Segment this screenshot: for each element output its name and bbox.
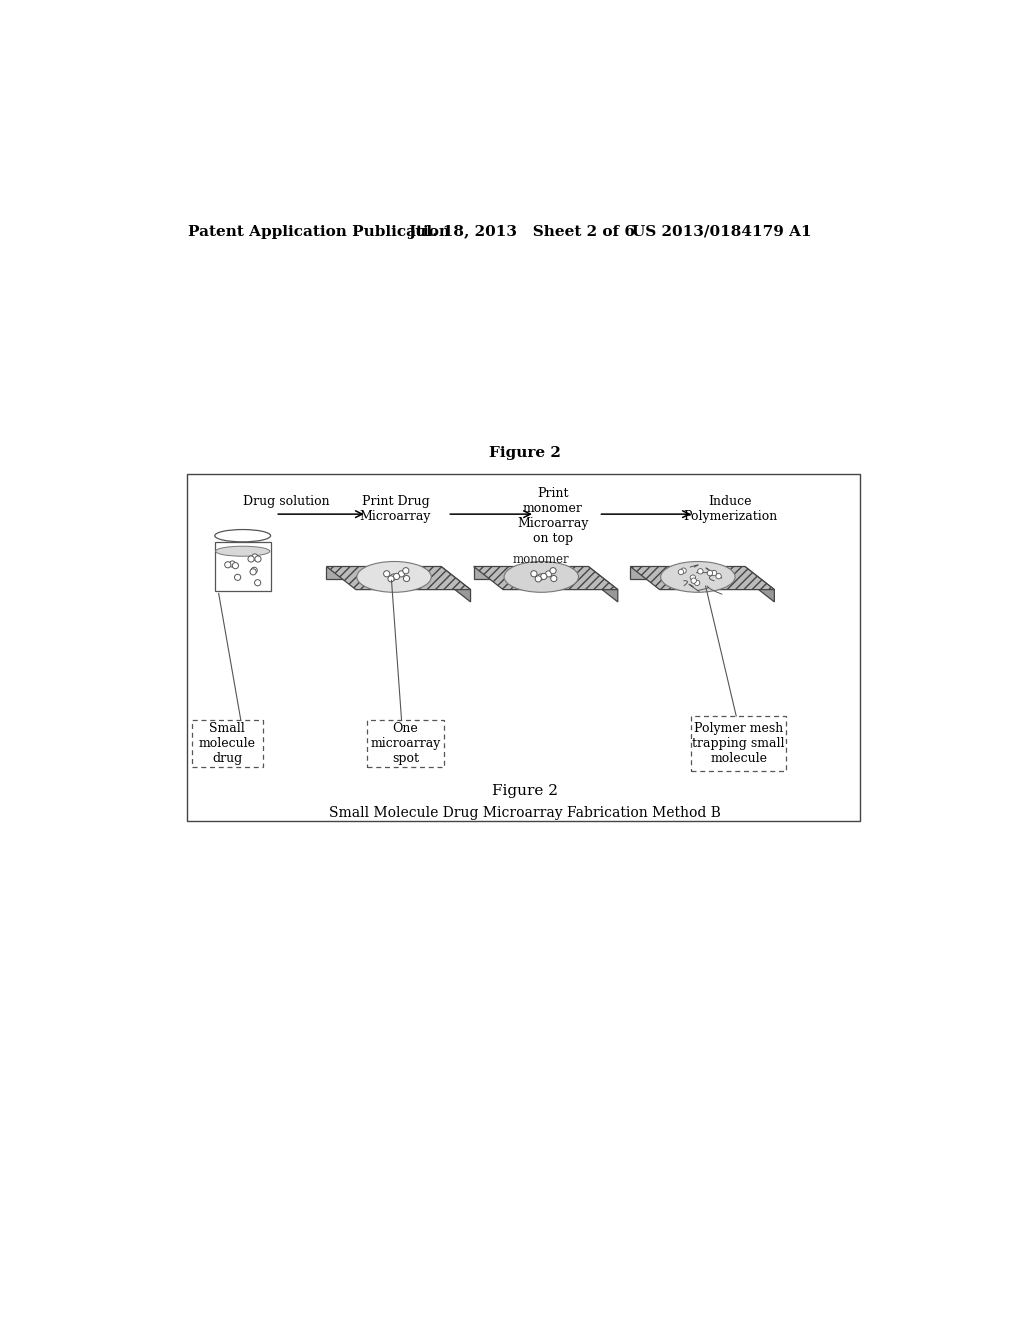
Circle shape	[697, 569, 703, 574]
Text: Induce
Polymerization: Induce Polymerization	[683, 495, 777, 523]
Text: Polymer mesh
trapping small
molecule: Polymer mesh trapping small molecule	[692, 722, 785, 766]
FancyBboxPatch shape	[191, 719, 263, 767]
Circle shape	[550, 568, 556, 574]
Circle shape	[681, 568, 686, 573]
Text: Figure 2: Figure 2	[488, 446, 561, 459]
Circle shape	[538, 574, 544, 579]
Text: Small
molecule
drug: Small molecule drug	[199, 722, 256, 766]
Circle shape	[398, 570, 404, 577]
Text: Print
monomer
Microarray
on top: Print monomer Microarray on top	[517, 487, 589, 545]
FancyBboxPatch shape	[367, 719, 443, 767]
Polygon shape	[630, 566, 744, 579]
Circle shape	[384, 570, 390, 577]
Text: US 2013/0184179 A1: US 2013/0184179 A1	[632, 224, 811, 239]
Circle shape	[232, 562, 239, 569]
Circle shape	[678, 569, 684, 574]
Circle shape	[694, 581, 699, 586]
Circle shape	[403, 576, 410, 582]
Bar	[187, 474, 859, 821]
Circle shape	[530, 570, 537, 577]
Circle shape	[393, 573, 399, 579]
Ellipse shape	[216, 546, 270, 556]
Text: monomer: monomer	[513, 553, 569, 566]
Ellipse shape	[504, 561, 579, 593]
Circle shape	[255, 556, 261, 562]
Ellipse shape	[356, 561, 431, 593]
Polygon shape	[744, 566, 774, 602]
Text: Figure 2: Figure 2	[492, 784, 558, 799]
Circle shape	[229, 561, 236, 568]
Circle shape	[691, 578, 696, 583]
Circle shape	[690, 576, 695, 581]
Circle shape	[551, 576, 557, 582]
Circle shape	[251, 568, 257, 573]
Text: Drug solution: Drug solution	[243, 495, 330, 508]
Circle shape	[252, 554, 258, 560]
Ellipse shape	[660, 561, 735, 593]
Circle shape	[712, 570, 717, 576]
Circle shape	[541, 573, 547, 579]
Circle shape	[390, 574, 396, 579]
Polygon shape	[327, 566, 471, 590]
Text: Small Molecule Drug Microarray Fabrication Method B: Small Molecule Drug Microarray Fabricati…	[329, 807, 721, 820]
Circle shape	[255, 579, 261, 586]
FancyBboxPatch shape	[691, 715, 786, 771]
Circle shape	[402, 568, 409, 574]
Circle shape	[248, 556, 254, 562]
Polygon shape	[630, 566, 774, 590]
Circle shape	[536, 576, 542, 582]
Polygon shape	[474, 566, 617, 590]
Text: One
microarray
spot: One microarray spot	[371, 722, 440, 766]
Text: Patent Application Publication: Patent Application Publication	[188, 224, 451, 239]
Circle shape	[716, 573, 721, 579]
Bar	[215, 543, 270, 591]
Polygon shape	[474, 566, 589, 579]
Circle shape	[250, 569, 256, 576]
Ellipse shape	[215, 529, 270, 543]
Polygon shape	[589, 566, 617, 602]
Text: Jul. 18, 2013   Sheet 2 of 6: Jul. 18, 2013 Sheet 2 of 6	[409, 224, 636, 239]
Bar	[216, 557, 270, 590]
Circle shape	[234, 574, 241, 581]
Circle shape	[224, 562, 231, 568]
Circle shape	[388, 576, 394, 582]
Circle shape	[708, 570, 713, 576]
Polygon shape	[441, 566, 471, 602]
Text: Print Drug
Microarray: Print Drug Microarray	[359, 495, 431, 523]
Circle shape	[546, 570, 552, 577]
Polygon shape	[327, 566, 441, 579]
